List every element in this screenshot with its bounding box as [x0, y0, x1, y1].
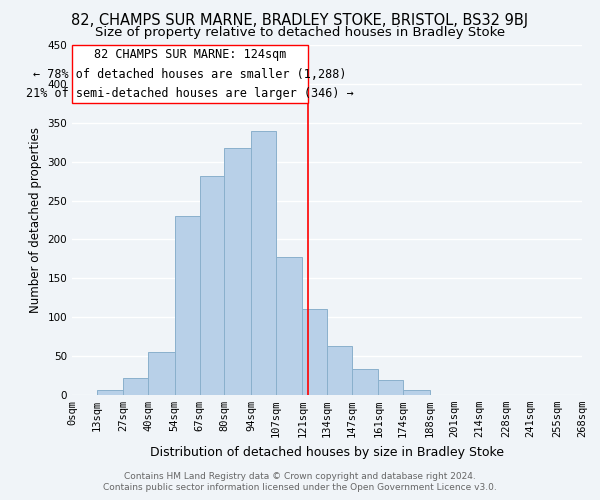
Text: Size of property relative to detached houses in Bradley Stoke: Size of property relative to detached ho… — [95, 26, 505, 39]
Text: 21% of semi-detached houses are larger (346) →: 21% of semi-detached houses are larger (… — [26, 87, 354, 100]
Bar — [97, 390, 124, 395]
Bar — [148, 352, 175, 395]
Bar — [124, 378, 148, 395]
Bar — [327, 346, 352, 395]
Bar — [251, 130, 275, 395]
Bar — [352, 370, 379, 395]
Bar — [302, 310, 327, 395]
Text: 82 CHAMPS SUR MARNE: 124sqm: 82 CHAMPS SUR MARNE: 124sqm — [94, 48, 286, 61]
Bar — [403, 390, 430, 395]
Text: 82, CHAMPS SUR MARNE, BRADLEY STOKE, BRISTOL, BS32 9BJ: 82, CHAMPS SUR MARNE, BRADLEY STOKE, BRI… — [71, 12, 529, 28]
Bar — [379, 380, 403, 395]
FancyBboxPatch shape — [72, 45, 308, 104]
Text: Contains HM Land Registry data © Crown copyright and database right 2024.
Contai: Contains HM Land Registry data © Crown c… — [103, 472, 497, 492]
Bar — [175, 216, 199, 395]
X-axis label: Distribution of detached houses by size in Bradley Stoke: Distribution of detached houses by size … — [150, 446, 504, 458]
Bar — [224, 148, 251, 395]
Y-axis label: Number of detached properties: Number of detached properties — [29, 127, 42, 313]
Bar — [275, 256, 302, 395]
Text: ← 78% of detached houses are smaller (1,288): ← 78% of detached houses are smaller (1,… — [33, 68, 347, 80]
Bar — [199, 176, 224, 395]
